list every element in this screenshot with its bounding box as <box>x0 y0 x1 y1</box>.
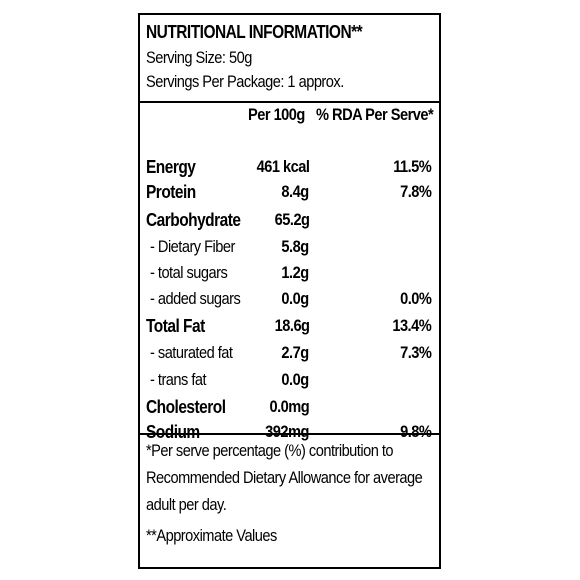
footnote-rda-line-3: adult per day. <box>146 495 227 514</box>
nutrient-name: - saturated fat <box>150 343 233 362</box>
nutrient-rda: 13.4% <box>392 316 431 335</box>
nutrient-per100g: 461 kcal <box>256 157 309 176</box>
servings-per-package: Servings Per Package: 1 approx. <box>146 72 344 91</box>
nutrient-row-total-sugars: - total sugars 1.2g <box>146 261 433 285</box>
footnote-approx: **Approximate Values <box>146 526 277 545</box>
nutrient-rda: 9.8% <box>399 422 432 441</box>
serving-size: Serving Size: 50g <box>146 48 252 67</box>
nutrient-name: Sodium <box>146 422 200 442</box>
nutrient-rda: 7.8% <box>399 182 432 201</box>
divider-bottom <box>140 433 439 435</box>
nutrient-per100g: 5.8g <box>281 237 310 256</box>
nutrient-per100g: 0.0mg <box>269 397 309 416</box>
nutrient-row-carbohydrate: Carbohydrate 65.2g <box>146 208 433 232</box>
nutrient-row-energy: Energy 461 kcal 11.5% <box>146 155 433 179</box>
nutrient-per100g: 392mg <box>265 422 309 441</box>
nutrient-row-protein: Protein 8.4g 7.8% <box>146 180 433 204</box>
nutrient-rda: 7.3% <box>399 343 432 362</box>
nutrient-rda: 0.0% <box>399 289 432 308</box>
nutrient-name: - trans fat <box>150 370 207 389</box>
nutrient-name: Carbohydrate <box>146 210 241 230</box>
nutrient-name: Energy <box>146 157 196 177</box>
nutrient-row-cholesterol: Cholesterol 0.0mg <box>146 395 433 419</box>
nutrient-name: - total sugars <box>150 263 228 282</box>
nutrient-per100g: 65.2g <box>274 210 309 229</box>
nutrient-row-sodium: Sodium 392mg 9.8% <box>146 420 433 444</box>
nutrition-label-inner: NUTRITIONAL INFORMATION** Serving Size: … <box>140 15 439 567</box>
nutrient-per100g: 1.2g <box>281 263 310 282</box>
footnotes: *Per serve percentage (%) contribution t… <box>146 437 430 549</box>
label-title: NUTRITIONAL INFORMATION** <box>146 22 363 42</box>
nutrient-name: - added sugars <box>150 289 241 308</box>
footnote-rda-line-2: Recommended Dietary Allowance for averag… <box>146 468 423 487</box>
nutrient-per100g: 2.7g <box>281 343 310 362</box>
nutrient-rda: 11.5% <box>392 157 432 176</box>
nutrient-per100g: 8.4g <box>281 182 310 201</box>
footnote-rda-line-1: *Per serve percentage (%) contribution t… <box>146 441 394 460</box>
nutrient-name: Protein <box>146 182 196 202</box>
nutrient-row-added-sugars: - added sugars 0.0g 0.0% <box>146 287 433 311</box>
column-header-rda: % RDA Per Serve* <box>316 105 434 124</box>
nutrient-name: Cholesterol <box>146 397 226 417</box>
nutrient-row-trans-fat: - trans fat 0.0g <box>146 368 433 392</box>
nutrition-label: NUTRITIONAL INFORMATION** Serving Size: … <box>138 13 441 569</box>
nutrient-name: - Dietary Fiber <box>150 237 235 256</box>
nutrient-per100g: 0.0g <box>281 370 310 389</box>
column-header-per100g: Per 100g <box>248 105 305 124</box>
divider-top <box>140 101 439 103</box>
nutrient-name: Total Fat <box>146 316 205 336</box>
nutrient-row-saturated-fat: - saturated fat 2.7g 7.3% <box>146 341 433 365</box>
nutrient-per100g: 0.0g <box>281 289 310 308</box>
nutrient-row-dietary-fiber: - Dietary Fiber 5.8g <box>146 235 433 259</box>
nutrient-row-total-fat: Total Fat 18.6g 13.4% <box>146 314 433 338</box>
nutrient-per100g: 18.6g <box>274 316 309 335</box>
